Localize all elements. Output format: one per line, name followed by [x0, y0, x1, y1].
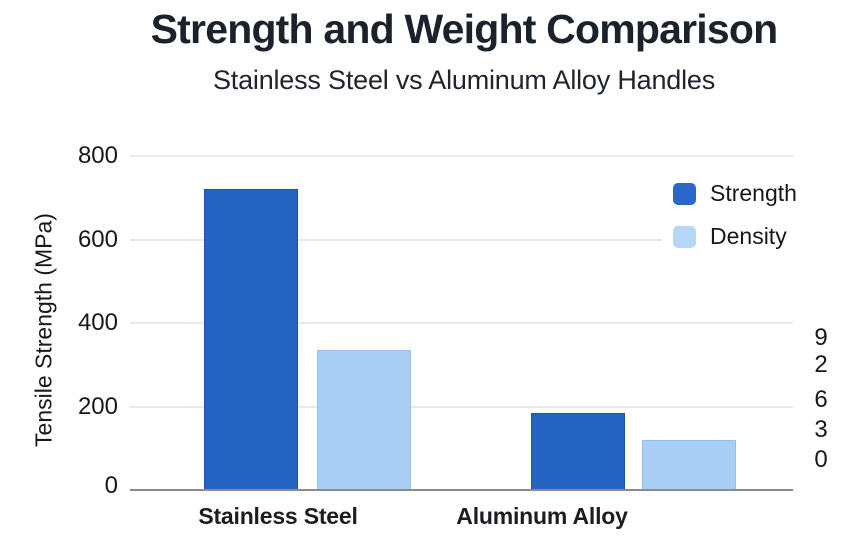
- bar-stainless-steel-strength: [204, 189, 298, 490]
- legend-swatch-strength: [673, 182, 696, 205]
- gridline-400: [130, 322, 793, 324]
- gridline-200: [130, 405, 793, 408]
- x-category-label-stainless-steel: Stainless Steel: [198, 503, 358, 529]
- legend-label-density: Density: [710, 223, 787, 249]
- bar-aluminum-alloy-strength: [531, 412, 625, 490]
- legend-label-strength: Strength: [710, 180, 797, 206]
- bar-stainless-steel-density: [317, 350, 411, 490]
- y-axis-title: Tensile Strength (MPa): [30, 213, 57, 447]
- legend-item-density: Density: [673, 223, 797, 250]
- chart-header: Strength and Weight Comparison Stainless…: [64, 0, 864, 96]
- y-tick-label-200: 200: [77, 392, 118, 420]
- right-axis-label-2: 6: [814, 386, 828, 413]
- legend: Strength Density: [662, 172, 809, 260]
- legend-item-strength: Strength: [673, 180, 797, 207]
- right-axis-label-1: 2: [814, 351, 828, 378]
- right-axis-label-0: 9: [814, 324, 828, 351]
- legend-swatch-density: [673, 225, 696, 248]
- chart-title: Strength and Weight Comparison: [150, 6, 779, 52]
- right-axis-label-4: 0: [814, 446, 828, 473]
- y-tick-label-0: 0: [104, 472, 118, 499]
- gridline-600: [130, 238, 793, 241]
- y-tick-label-600: 600: [77, 225, 118, 253]
- right-axis-label-3: 3: [814, 416, 828, 443]
- y-tick-label-400: 400: [77, 309, 118, 336]
- x-category-label-aluminum-alloy: Aluminum Alloy: [456, 503, 628, 529]
- y-tick-label-800: 800: [77, 142, 118, 169]
- x-axis-baseline: [130, 489, 793, 491]
- bar-aluminum-alloy-density: [642, 439, 736, 490]
- gridline-800: [130, 155, 793, 157]
- chart-subtitle: Stainless Steel vs Aluminum Alloy Handle…: [212, 65, 716, 96]
